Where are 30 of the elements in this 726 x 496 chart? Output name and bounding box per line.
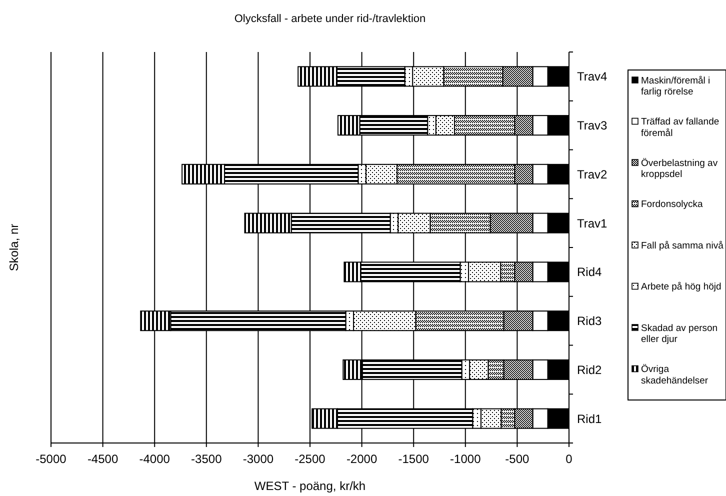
legend-label: Arbete på hög höjd: [641, 282, 722, 293]
y-tick-label: Rid4: [577, 265, 602, 280]
x-tick-label: -5000: [36, 452, 67, 466]
legend-label: Maskin/föremål i farlig rörelse: [641, 75, 710, 98]
legend-label: Träffad av fallande föremål: [641, 116, 720, 139]
x-tick-label: -3000: [242, 452, 274, 466]
legend-label: Övriga skadehändelser: [641, 364, 708, 386]
x-tick-label: -1500: [398, 452, 430, 466]
y-tick-label: Trav1: [577, 216, 608, 230]
x-tick-label: -3500: [191, 452, 222, 466]
y-tick-label: Trav3: [577, 118, 608, 133]
x-tick-label: -2000: [346, 452, 378, 466]
legend-label: Fordonsolycka: [641, 199, 704, 210]
y-tick-label: Trav4: [577, 70, 608, 84]
x-tick-label: 0: [566, 452, 573, 466]
x-tick-label: -2500: [294, 452, 326, 466]
legend-label: Fall på samma nivå: [641, 240, 724, 252]
y-tick-label: Rid2: [577, 362, 602, 377]
x-axis-title: WEST - poäng, kr/kh: [254, 479, 366, 493]
chart-title: Olycksfall - arbete under rid-/travlektion: [234, 13, 426, 25]
y-tick-label: Rid1: [577, 412, 602, 426]
x-tick-label: -500: [505, 452, 530, 466]
x-tick-label: -4000: [139, 452, 170, 466]
x-tick-label: -4500: [87, 452, 118, 466]
legend-label: Skadad av person eller djur: [641, 322, 718, 346]
legend-label: Överbelastning av kroppsdel: [641, 158, 718, 180]
y-axis-title: Skola, nr: [7, 224, 21, 272]
y-tick-label: Trav2: [577, 167, 608, 182]
x-tick-label: -1000: [450, 452, 482, 466]
y-tick-label: Rid3: [577, 314, 602, 328]
